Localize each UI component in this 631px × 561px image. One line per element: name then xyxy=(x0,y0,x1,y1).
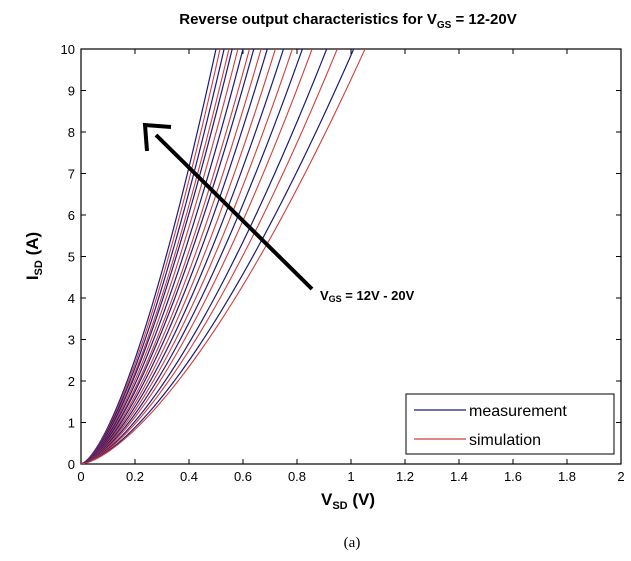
measurement-curve xyxy=(81,49,268,464)
legend-box xyxy=(405,393,615,455)
x-tick-label: 0.8 xyxy=(288,469,306,484)
legend: measurement simulation xyxy=(405,393,615,455)
simulation-curve xyxy=(81,49,239,464)
figure-caption: (a) xyxy=(344,535,361,551)
x-tick-label: 2 xyxy=(617,469,624,484)
y-tick-label: 1 xyxy=(68,416,75,431)
x-tick-label: 1.8 xyxy=(558,469,576,484)
measurement-curve xyxy=(81,49,255,464)
annotation-label: VGS = 12V - 20V xyxy=(320,288,415,304)
measurement-curve xyxy=(81,49,244,464)
chart-title: Reverse output characteristics for VGS =… xyxy=(179,11,517,31)
simulation-curve xyxy=(81,49,276,464)
measurement-curve xyxy=(81,49,285,464)
x-axis-label: VSD (V) xyxy=(321,490,375,512)
measurement-curve xyxy=(81,49,328,464)
x-tick-label: 1.2 xyxy=(396,469,414,484)
annotation-sub: GS xyxy=(329,294,342,304)
chart-title-prefix: Reverse output characteristics for V xyxy=(179,11,437,28)
x-axis-label-main: V xyxy=(321,490,333,509)
measurement-curve xyxy=(81,49,233,464)
x-tick-label: 1.6 xyxy=(504,469,522,484)
y-axis-label-unit: (A) xyxy=(23,232,42,260)
x-tick-label: 0 xyxy=(77,469,84,484)
x-axis-label-unit: (V) xyxy=(348,490,375,509)
x-tick-label: 1.4 xyxy=(450,469,468,484)
x-tick-label: 0.2 xyxy=(126,469,144,484)
y-tick-label: 7 xyxy=(68,167,75,182)
y-axis-label-main: I xyxy=(23,275,42,280)
simulation-curve xyxy=(81,49,262,464)
curve-group xyxy=(81,49,366,464)
measurement-curve xyxy=(81,49,225,464)
y-tick-label: 4 xyxy=(68,291,75,306)
measurement-curve xyxy=(81,49,355,464)
y-tick-label: 3 xyxy=(68,333,75,348)
simulation-curve xyxy=(81,49,313,464)
measurement-curve xyxy=(81,49,303,464)
y-axis-label-sub: SD xyxy=(33,260,45,275)
x-tick-label: 0.6 xyxy=(234,469,252,484)
y-tick-label: 8 xyxy=(68,125,75,140)
y-tick-label: 6 xyxy=(68,208,75,223)
x-tick-label: 0.4 xyxy=(180,469,198,484)
y-tick-label: 5 xyxy=(68,250,75,265)
simulation-curve xyxy=(81,49,293,464)
y-tick-label: 9 xyxy=(68,84,75,99)
chart-title-suffix: = 12-20V xyxy=(451,11,516,28)
annotation-prefix: V xyxy=(320,288,329,303)
measurement-curve xyxy=(81,49,217,464)
annotation-suffix: = 12V - 20V xyxy=(342,288,415,303)
annotation-arrow-shaft xyxy=(154,133,314,291)
x-axis-label-sub: SD xyxy=(332,500,347,512)
simulation-curve xyxy=(81,49,338,464)
chart-title-sub: GS xyxy=(437,20,452,31)
y-tick-label: 2 xyxy=(68,374,75,389)
axis-ticks: 0 0.2 0.4 0.6 0.8 1 1.2 1.4 1.6 1.8 2 0 1 2 3 4 5 6 7 8 9 10 xyxy=(61,42,625,484)
legend-label-simulation: simulation xyxy=(469,432,541,449)
x-tick-label: 1 xyxy=(347,469,354,484)
simulation-curve xyxy=(81,49,366,464)
y-tick-label: 0 xyxy=(68,457,75,472)
annotation-arrow-head xyxy=(142,122,172,152)
y-axis-label: ISD (A) xyxy=(23,232,45,280)
y-tick-label: 10 xyxy=(61,42,75,57)
legend-label-measurement: measurement xyxy=(469,403,567,420)
